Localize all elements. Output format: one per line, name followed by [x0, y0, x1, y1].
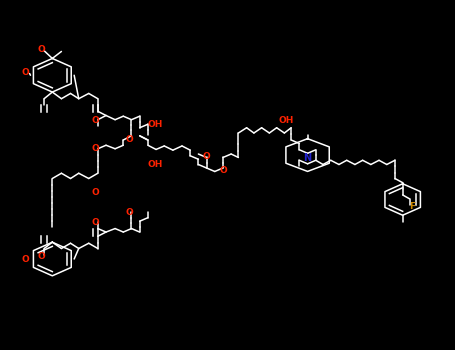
- Text: N: N: [303, 153, 312, 163]
- Text: O: O: [37, 252, 45, 261]
- Text: O: O: [21, 254, 29, 264]
- Text: OH: OH: [147, 120, 162, 129]
- Text: O: O: [37, 44, 45, 54]
- Text: O: O: [91, 188, 100, 197]
- Text: O: O: [91, 116, 100, 125]
- Text: OH: OH: [279, 116, 294, 125]
- Text: F: F: [409, 202, 415, 211]
- Text: O: O: [91, 218, 100, 227]
- Text: OH: OH: [147, 160, 162, 169]
- Text: O: O: [21, 68, 29, 77]
- Text: O: O: [202, 152, 210, 161]
- Text: O: O: [125, 208, 133, 217]
- Text: O: O: [91, 144, 100, 153]
- Text: O: O: [219, 166, 227, 175]
- Text: O: O: [125, 135, 133, 145]
